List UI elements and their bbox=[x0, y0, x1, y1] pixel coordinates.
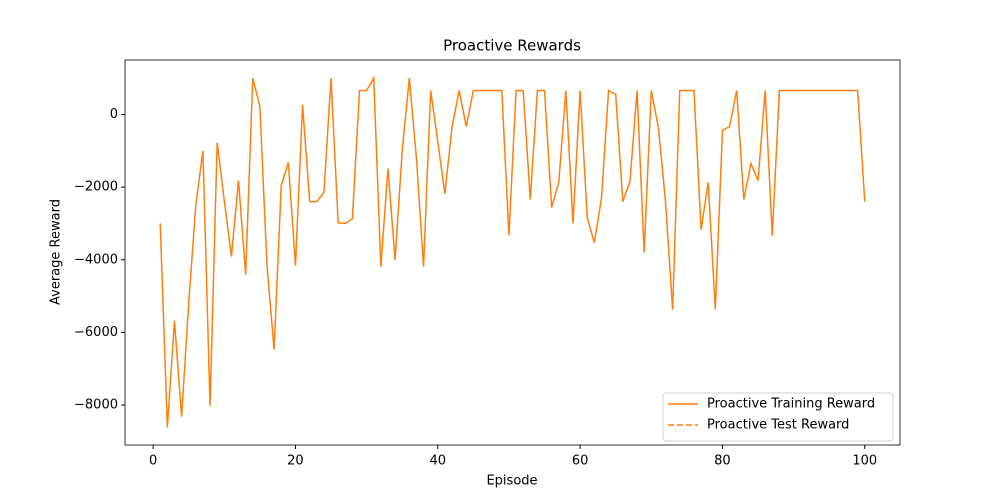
y-tick-label: 0 bbox=[110, 107, 118, 122]
y-tick-label: −6000 bbox=[74, 325, 118, 340]
line-series bbox=[159, 75, 866, 428]
x-tick-label: 20 bbox=[287, 454, 304, 469]
legend-label: Proactive Test Reward bbox=[707, 418, 849, 433]
x-tick-label: 100 bbox=[852, 454, 877, 469]
x-tick-label: 0 bbox=[149, 454, 157, 469]
y-tick-label: −8000 bbox=[74, 398, 118, 413]
y-tick-label: −2000 bbox=[74, 180, 118, 195]
y-axis-label: Average Reward bbox=[49, 199, 64, 305]
legend-box bbox=[662, 392, 894, 442]
x-tick-label: 40 bbox=[430, 454, 447, 469]
x-axis-label: Episode bbox=[486, 474, 537, 489]
x-tick-label: 80 bbox=[714, 454, 731, 469]
plot-frame bbox=[124, 59, 901, 446]
legend-label: Proactive Training Reward bbox=[707, 397, 875, 412]
y-tick-label: −4000 bbox=[74, 252, 118, 267]
chart-title: Proactive Rewards bbox=[443, 37, 581, 55]
x-tick-label: 60 bbox=[572, 454, 589, 469]
